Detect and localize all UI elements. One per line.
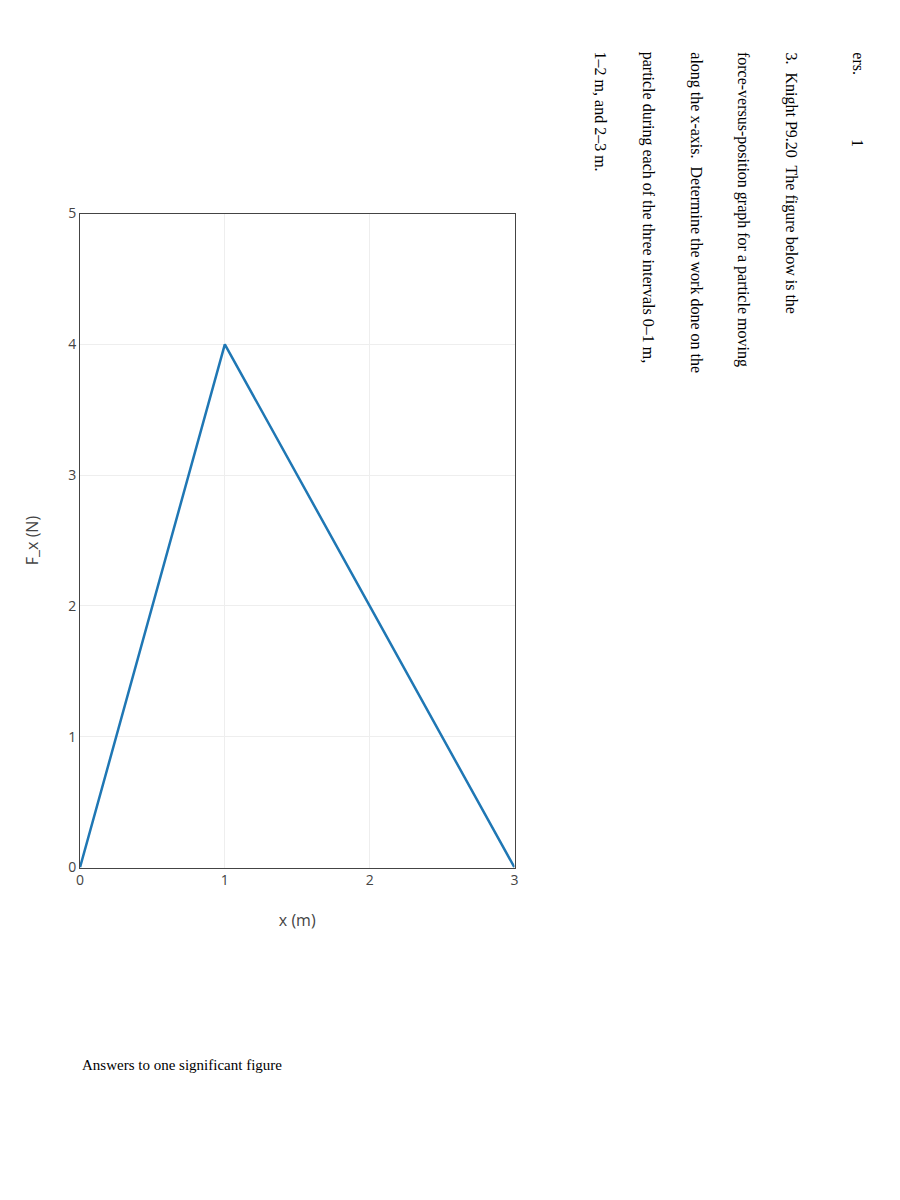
svg-text:2: 2 — [68, 596, 76, 615]
svg-text:5: 5 — [68, 203, 76, 222]
svg-text:1: 1 — [221, 870, 229, 889]
svg-text:F_x (N): F_x (N) — [21, 516, 43, 566]
svg-text:particle during each of the th: particle during each of the three interv… — [639, 52, 657, 363]
svg-text:3: 3 — [510, 870, 518, 889]
svg-text:3. Knight P9.20 The figure b: 3. Knight P9.20 The figure below is the — [782, 53, 800, 314]
svg-text:along the x-axis. Determine t: along the x-axis. Determine the work don… — [687, 52, 705, 373]
svg-text:0: 0 — [76, 870, 84, 889]
svg-text:force-versus-position graph fo: force-versus-position graph for a partic… — [734, 52, 752, 367]
svg-text:3: 3 — [68, 465, 76, 484]
svg-text:1–2 m, and 2–3 m.: 1–2 m, and 2–3 m. — [592, 52, 609, 172]
svg-text:4: 4 — [68, 334, 76, 353]
svg-text:2: 2 — [366, 870, 374, 889]
svg-text:1: 1 — [68, 727, 76, 746]
svg-text:0: 0 — [68, 857, 76, 876]
svg-text:ers.: ers. — [850, 52, 867, 75]
svg-text:Answers to one significant fig: Answers to one significant figure — [82, 1057, 282, 1073]
svg-text:1: 1 — [849, 139, 866, 147]
svg-text:x (m): x (m) — [279, 909, 316, 931]
